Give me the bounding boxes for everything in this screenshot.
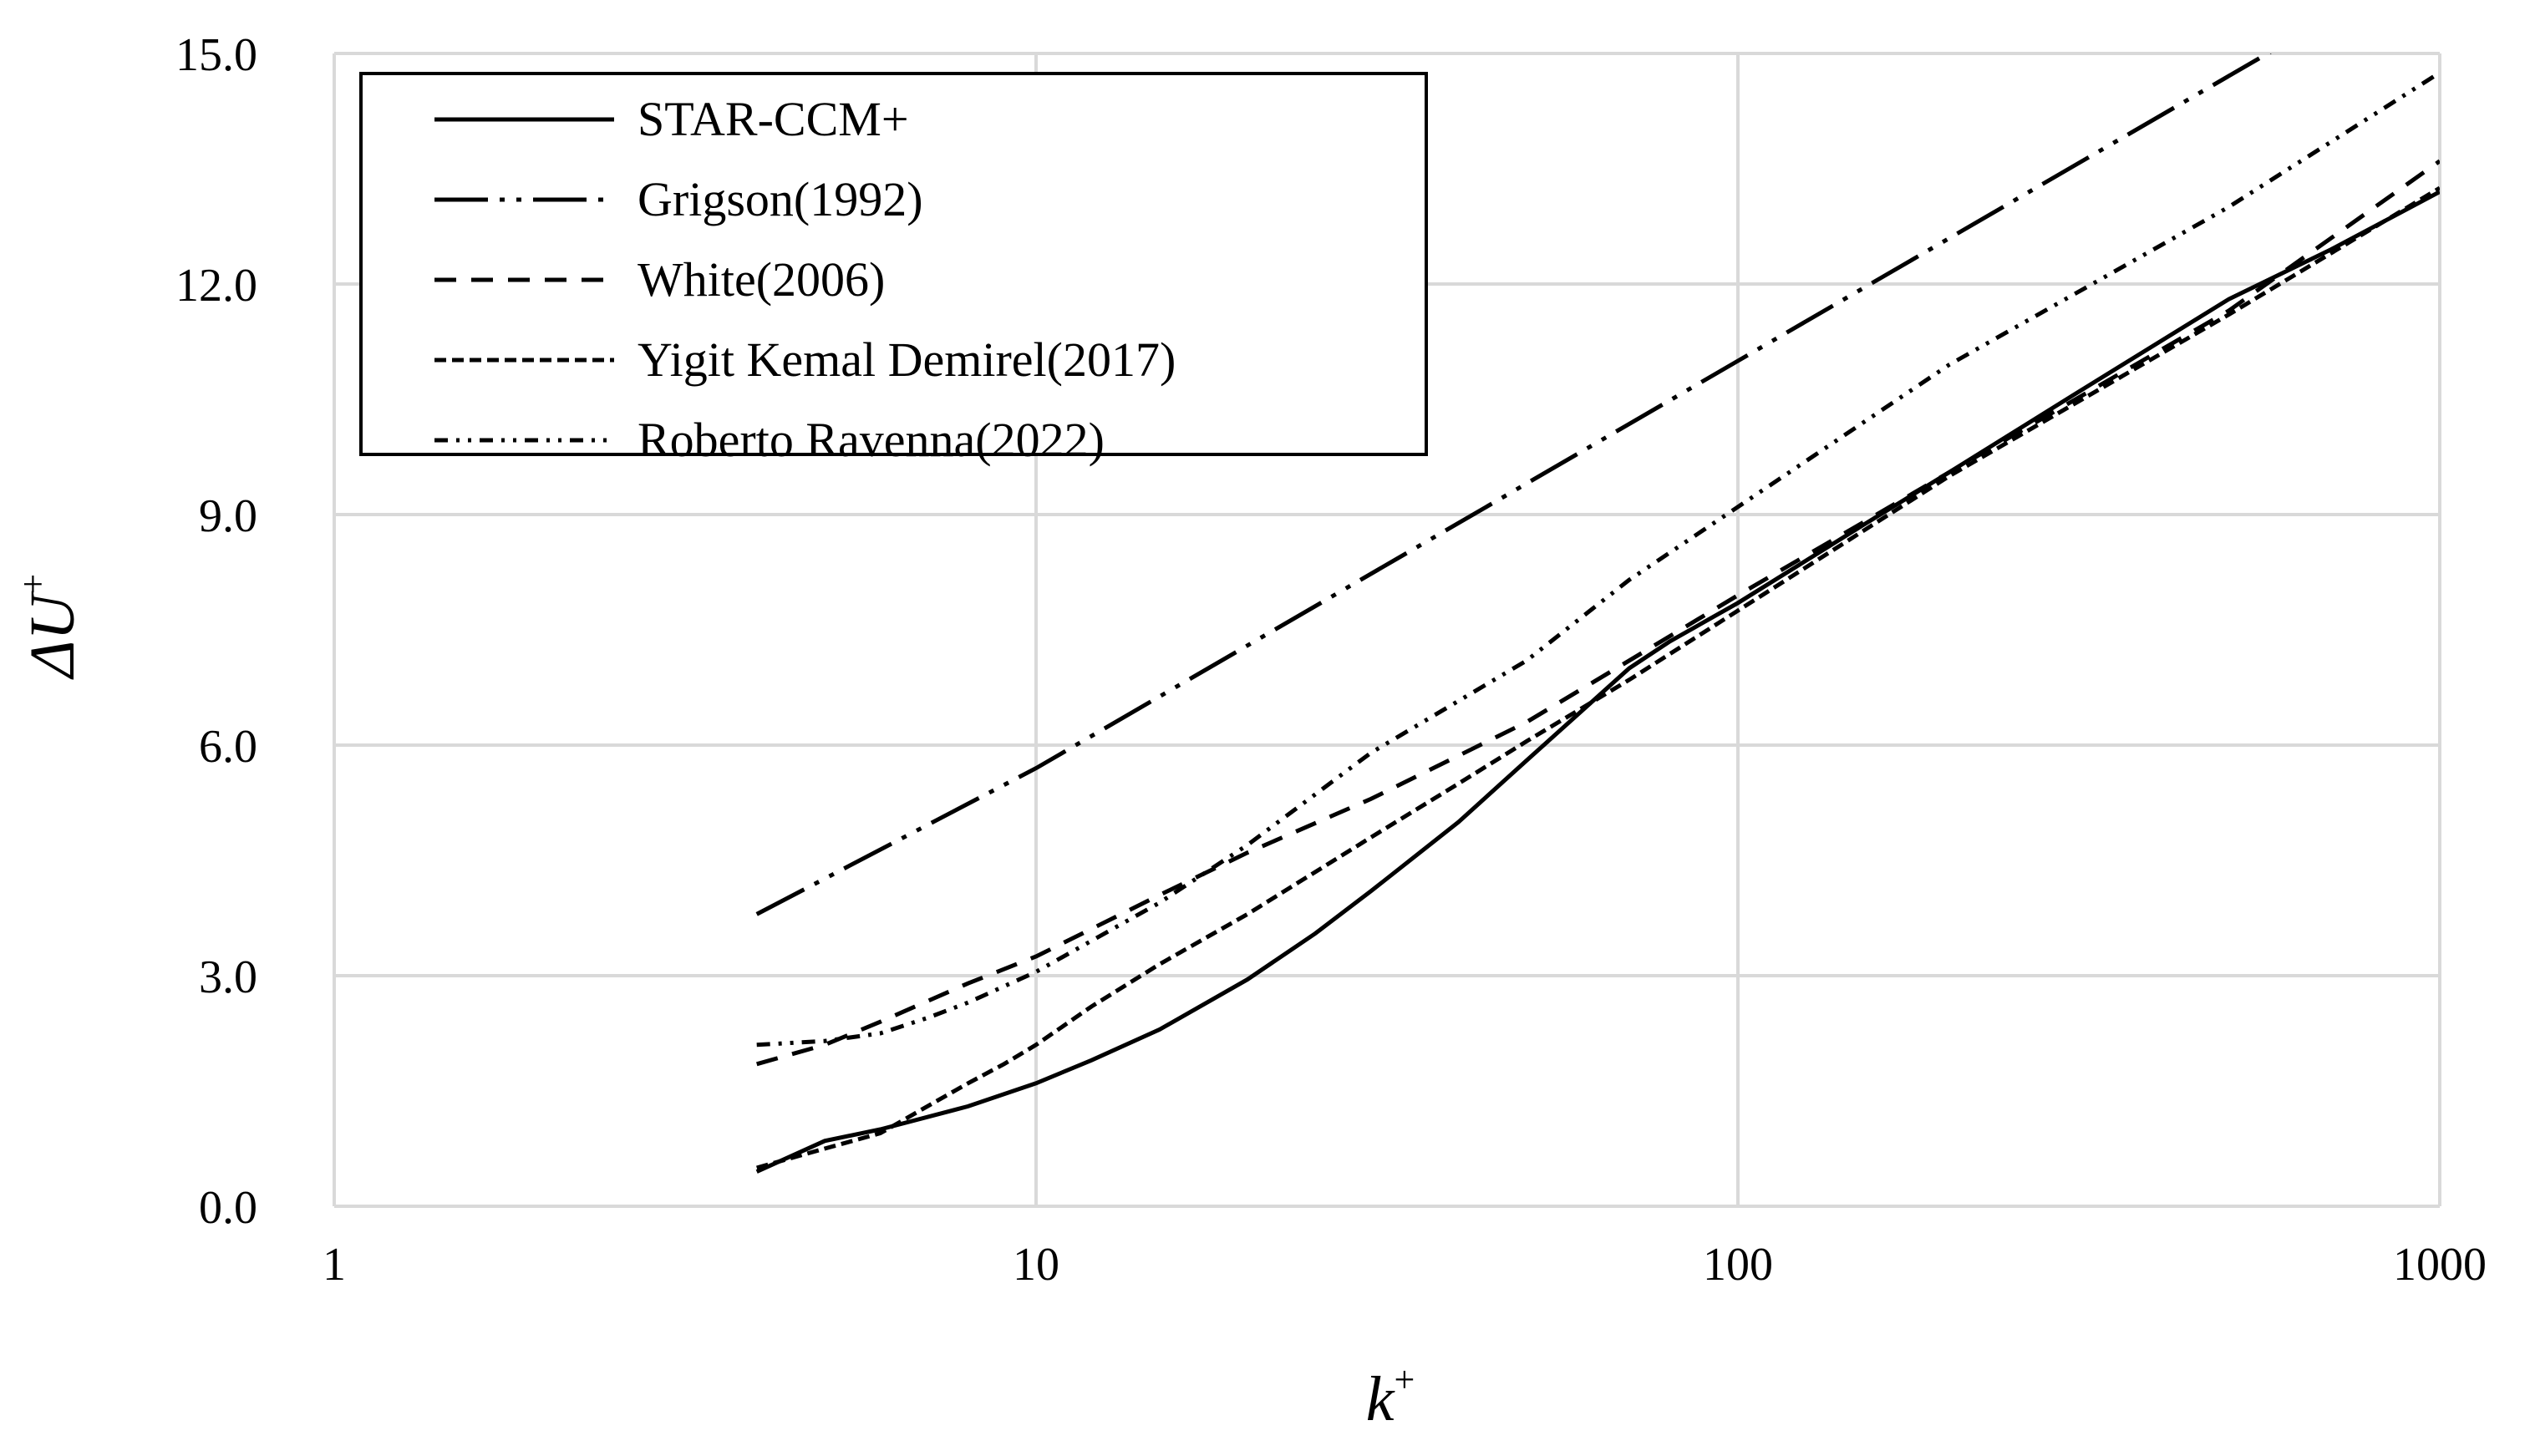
legend-box bbox=[359, 72, 1428, 456]
legend-label-white-2006: White(2006) bbox=[638, 252, 885, 307]
x-tick-label: 100 bbox=[1703, 1239, 1773, 1291]
series-lines bbox=[755, 53, 2440, 1174]
series-line-grigson-1992 bbox=[755, 53, 2272, 916]
legend-label-roberto-ravenna-2022: Roberto Ravenna(2022) bbox=[638, 413, 1105, 467]
y-tick-label: 6.0 bbox=[199, 721, 257, 773]
legend: STAR-CCM+ Grigson(1992) White(2006) Yigit K… bbox=[359, 72, 1428, 467]
series-line-white-2006 bbox=[756, 159, 2440, 1067]
x-tick-label: 1 bbox=[323, 1239, 346, 1291]
legend-label-grigson-1992: Grigson(1992) bbox=[638, 172, 923, 226]
x-tick-label: 1000 bbox=[2393, 1239, 2487, 1291]
series-line-star-ccm bbox=[755, 190, 2440, 1174]
legend-label-yigit-kemal-demirel-2017: Yigit Kemal Demirel(2017) bbox=[638, 332, 1176, 387]
y-tick-label: 3.0 bbox=[199, 951, 257, 1003]
y-tick-label: 15.0 bbox=[175, 29, 257, 81]
y-tick-labels: 0.0 3.0 6.0 9.0 12.0 15.0 bbox=[175, 29, 257, 1234]
series-line-roberto-ravenna-2022 bbox=[756, 70, 2440, 1048]
y-tick-label: 9.0 bbox=[199, 490, 257, 542]
y-axis-title: ΔU+ bbox=[13, 574, 88, 680]
x-axis-title: k+ bbox=[1366, 1359, 1415, 1434]
y-tick-label: 0.0 bbox=[199, 1182, 257, 1234]
x-tick-labels: 1 10 100 1000 bbox=[323, 1239, 2487, 1291]
legend-label-star-ccm: STAR-CCM+ bbox=[638, 92, 909, 146]
x-tick-label: 10 bbox=[1013, 1239, 1059, 1291]
y-tick-label: 12.0 bbox=[175, 260, 257, 312]
